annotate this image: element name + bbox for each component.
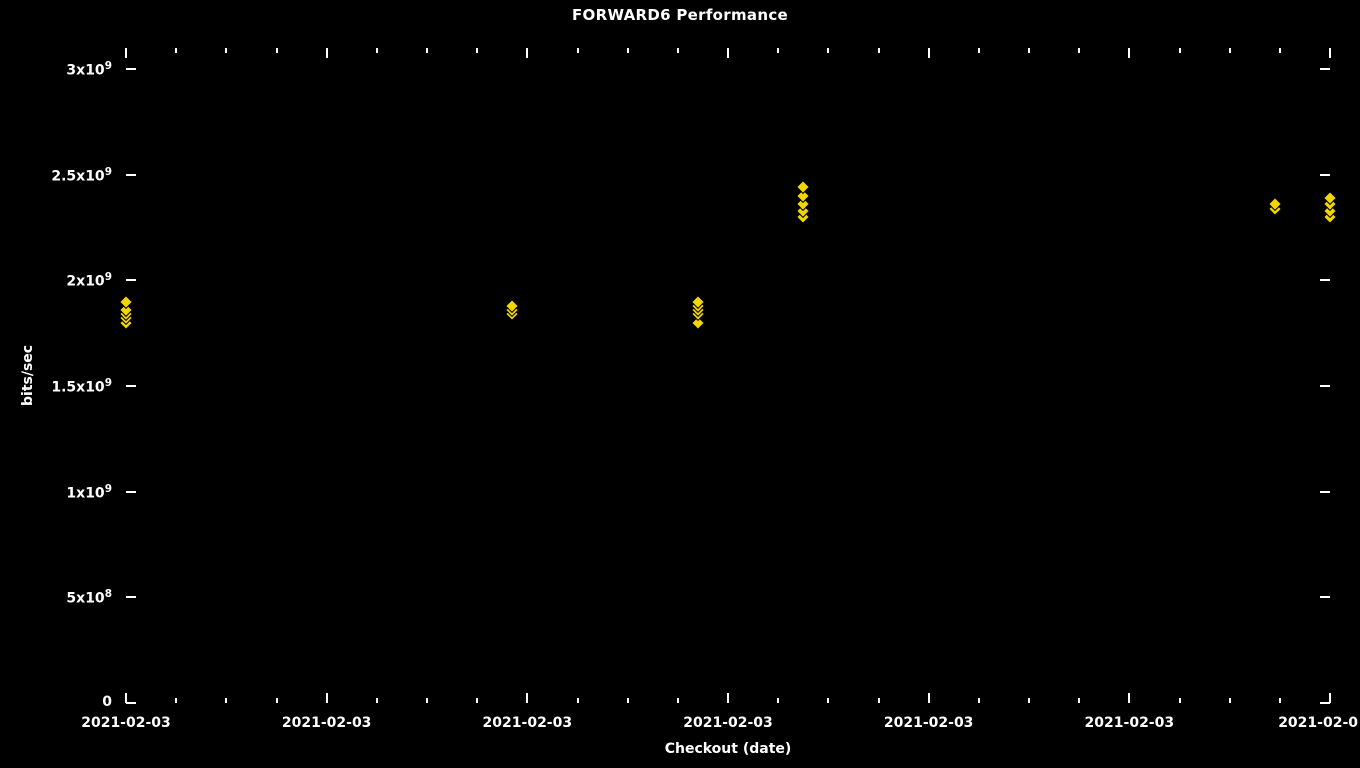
tick-label: 5x108 bbox=[66, 588, 112, 607]
axis-tick bbox=[1078, 48, 1080, 53]
axis-tick bbox=[827, 698, 829, 703]
axis-tick bbox=[878, 48, 880, 53]
axis-tick bbox=[125, 48, 127, 58]
axis-tick bbox=[1179, 48, 1181, 53]
axis-tick bbox=[1279, 698, 1281, 703]
axis-tick bbox=[126, 491, 136, 493]
data-point bbox=[798, 182, 809, 193]
axis-tick bbox=[1028, 48, 1030, 53]
performance-chart: FORWARD6 Performance bits/sec Checkout (… bbox=[0, 0, 1360, 768]
axis-tick bbox=[777, 698, 779, 703]
axis-tick bbox=[126, 702, 136, 704]
tick-label: 2.5x109 bbox=[51, 166, 112, 185]
axis-tick bbox=[326, 48, 328, 58]
axis-tick bbox=[476, 48, 478, 53]
axis-tick bbox=[1320, 174, 1330, 176]
axis-tick bbox=[276, 48, 278, 53]
axis-tick bbox=[276, 698, 278, 703]
axis-tick bbox=[1279, 48, 1281, 53]
tick-label: 2x109 bbox=[66, 271, 112, 290]
axis-tick bbox=[1320, 385, 1330, 387]
axis-tick bbox=[1320, 491, 1330, 493]
data-point bbox=[120, 296, 131, 307]
axis-tick bbox=[1128, 693, 1130, 703]
tick-label: 0 bbox=[102, 694, 112, 710]
tick-label: 1.5x109 bbox=[51, 377, 112, 396]
axis-tick bbox=[326, 693, 328, 703]
axis-tick bbox=[577, 48, 579, 53]
axis-tick bbox=[175, 48, 177, 53]
axis-tick bbox=[677, 698, 679, 703]
axis-tick bbox=[627, 48, 629, 53]
axis-tick bbox=[126, 596, 136, 598]
tick-label: 2021-02-0 bbox=[1278, 715, 1358, 731]
axis-tick bbox=[225, 48, 227, 53]
axis-tick bbox=[978, 48, 980, 53]
axis-tick bbox=[1078, 698, 1080, 703]
axis-tick bbox=[727, 693, 729, 703]
axis-tick bbox=[376, 48, 378, 53]
tick-label: 1x109 bbox=[66, 483, 112, 502]
axis-tick bbox=[1320, 68, 1330, 70]
axis-tick bbox=[426, 48, 428, 53]
axis-tick bbox=[677, 48, 679, 53]
axis-tick bbox=[126, 385, 136, 387]
axis-tick bbox=[126, 174, 136, 176]
axis-tick bbox=[727, 48, 729, 58]
axis-tick bbox=[627, 698, 629, 703]
axis-tick bbox=[1329, 693, 1331, 703]
axis-tick bbox=[777, 48, 779, 53]
axis-tick bbox=[1128, 48, 1130, 58]
axis-tick bbox=[878, 698, 880, 703]
axis-tick bbox=[827, 48, 829, 53]
axis-tick bbox=[928, 48, 930, 58]
axis-tick bbox=[526, 693, 528, 703]
tick-label: 2021-02-03 bbox=[668, 715, 788, 731]
tick-label: 2021-02-03 bbox=[267, 715, 387, 731]
axis-tick bbox=[1028, 698, 1030, 703]
plot-area: 0 5x108 1x109 1.5x109 2x109 2.5x109 3x109 2021-… bbox=[0, 0, 1360, 768]
axis-tick bbox=[928, 693, 930, 703]
axis-tick bbox=[978, 698, 980, 703]
axis-tick bbox=[476, 698, 478, 703]
axis-tick bbox=[426, 698, 428, 703]
axis-tick bbox=[126, 68, 136, 70]
tick-label: 2021-02-03 bbox=[66, 715, 186, 731]
axis-tick bbox=[526, 48, 528, 58]
axis-tick bbox=[125, 693, 127, 703]
axis-tick bbox=[225, 698, 227, 703]
axis-tick bbox=[1320, 596, 1330, 598]
tick-label: 2021-02-03 bbox=[467, 715, 587, 731]
axis-tick bbox=[1179, 698, 1181, 703]
axis-tick bbox=[1229, 698, 1231, 703]
tick-label: 2021-02-03 bbox=[1069, 715, 1189, 731]
axis-tick bbox=[1229, 48, 1231, 53]
axis-tick bbox=[376, 698, 378, 703]
axis-tick bbox=[175, 698, 177, 703]
axis-tick bbox=[577, 698, 579, 703]
axis-tick bbox=[126, 279, 136, 281]
tick-label: 3x109 bbox=[66, 60, 112, 79]
tick-label: 2021-02-03 bbox=[869, 715, 989, 731]
axis-tick bbox=[1320, 279, 1330, 281]
axis-tick bbox=[1329, 48, 1331, 58]
